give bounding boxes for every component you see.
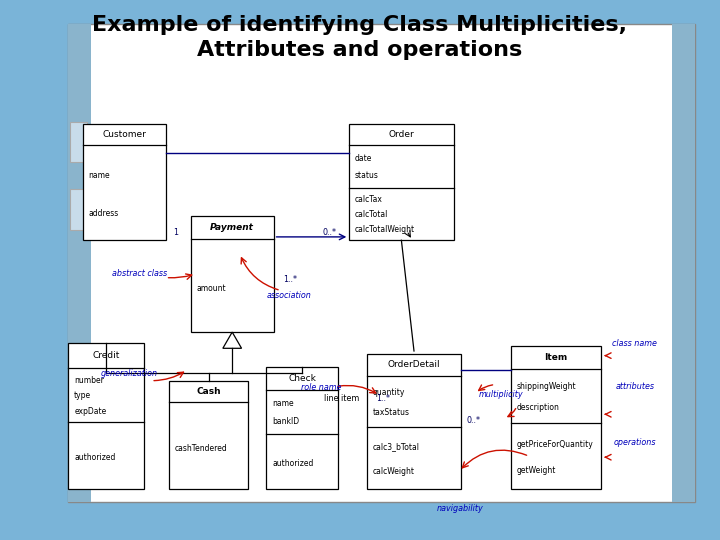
Bar <box>68 24 91 502</box>
Text: shippingWeight: shippingWeight <box>517 382 577 391</box>
Text: number: number <box>74 376 104 384</box>
Text: role name: role name <box>301 383 341 392</box>
Bar <box>266 367 338 489</box>
Text: name: name <box>89 171 110 180</box>
Text: getWeight: getWeight <box>517 466 557 475</box>
Text: authorized: authorized <box>272 459 313 468</box>
Text: line item: line item <box>324 394 359 403</box>
Text: class name: class name <box>612 340 657 348</box>
Text: calc3_bTotal: calc3_bTotal <box>373 442 420 451</box>
Text: attributes: attributes <box>616 382 654 390</box>
Text: 1..*: 1..* <box>283 275 297 284</box>
Bar <box>83 124 166 240</box>
Text: Example of identifying Class Multiplicities,
Attributes and operations: Example of identifying Class Multiplicit… <box>92 16 628 60</box>
Text: Check: Check <box>289 374 316 383</box>
Text: generalization: generalization <box>101 369 158 378</box>
Text: status: status <box>355 171 379 180</box>
Bar <box>169 381 248 489</box>
Text: Item: Item <box>544 353 568 362</box>
Text: multiplicity: multiplicity <box>479 390 523 399</box>
Text: Order: Order <box>389 130 414 139</box>
Text: cashTendered: cashTendered <box>175 444 228 453</box>
Bar <box>349 124 454 240</box>
Text: 1: 1 <box>173 228 178 237</box>
Text: calcWeight: calcWeight <box>373 467 415 476</box>
Text: calcTotal: calcTotal <box>355 211 388 219</box>
Bar <box>70 122 87 162</box>
Text: 0..*: 0..* <box>467 416 480 424</box>
Bar <box>68 343 144 489</box>
Bar <box>367 354 461 489</box>
Text: amount: amount <box>197 284 226 293</box>
Text: type: type <box>74 391 91 400</box>
Text: Customer: Customer <box>102 130 146 139</box>
Text: 0..*: 0..* <box>323 228 336 237</box>
Bar <box>68 24 695 502</box>
Text: navigability: navigability <box>436 504 483 513</box>
Text: calcTax: calcTax <box>355 195 383 205</box>
Text: abstract class: abstract class <box>112 269 167 278</box>
Bar <box>70 189 87 230</box>
Text: Cash: Cash <box>197 387 221 396</box>
Text: calcTotalWeight: calcTotalWeight <box>355 225 415 234</box>
Text: name: name <box>272 400 294 408</box>
Text: bankID: bankID <box>272 417 300 426</box>
Text: expDate: expDate <box>74 407 107 416</box>
Bar <box>191 216 274 332</box>
Text: association: association <box>266 292 311 300</box>
Bar <box>672 24 695 502</box>
Text: authorized: authorized <box>74 453 115 462</box>
Text: date: date <box>355 154 372 163</box>
Bar <box>511 346 601 489</box>
Text: quantity: quantity <box>373 388 405 397</box>
Text: address: address <box>89 209 119 218</box>
Text: getPriceForQuantity: getPriceForQuantity <box>517 440 594 449</box>
Text: OrderDetail: OrderDetail <box>387 360 441 369</box>
Text: Credit: Credit <box>92 351 120 360</box>
Text: Payment: Payment <box>210 223 254 232</box>
Text: taxStatus: taxStatus <box>373 408 410 417</box>
Text: operations: operations <box>613 438 656 447</box>
Text: description: description <box>517 403 560 413</box>
Text: 1..*: 1..* <box>376 394 390 403</box>
